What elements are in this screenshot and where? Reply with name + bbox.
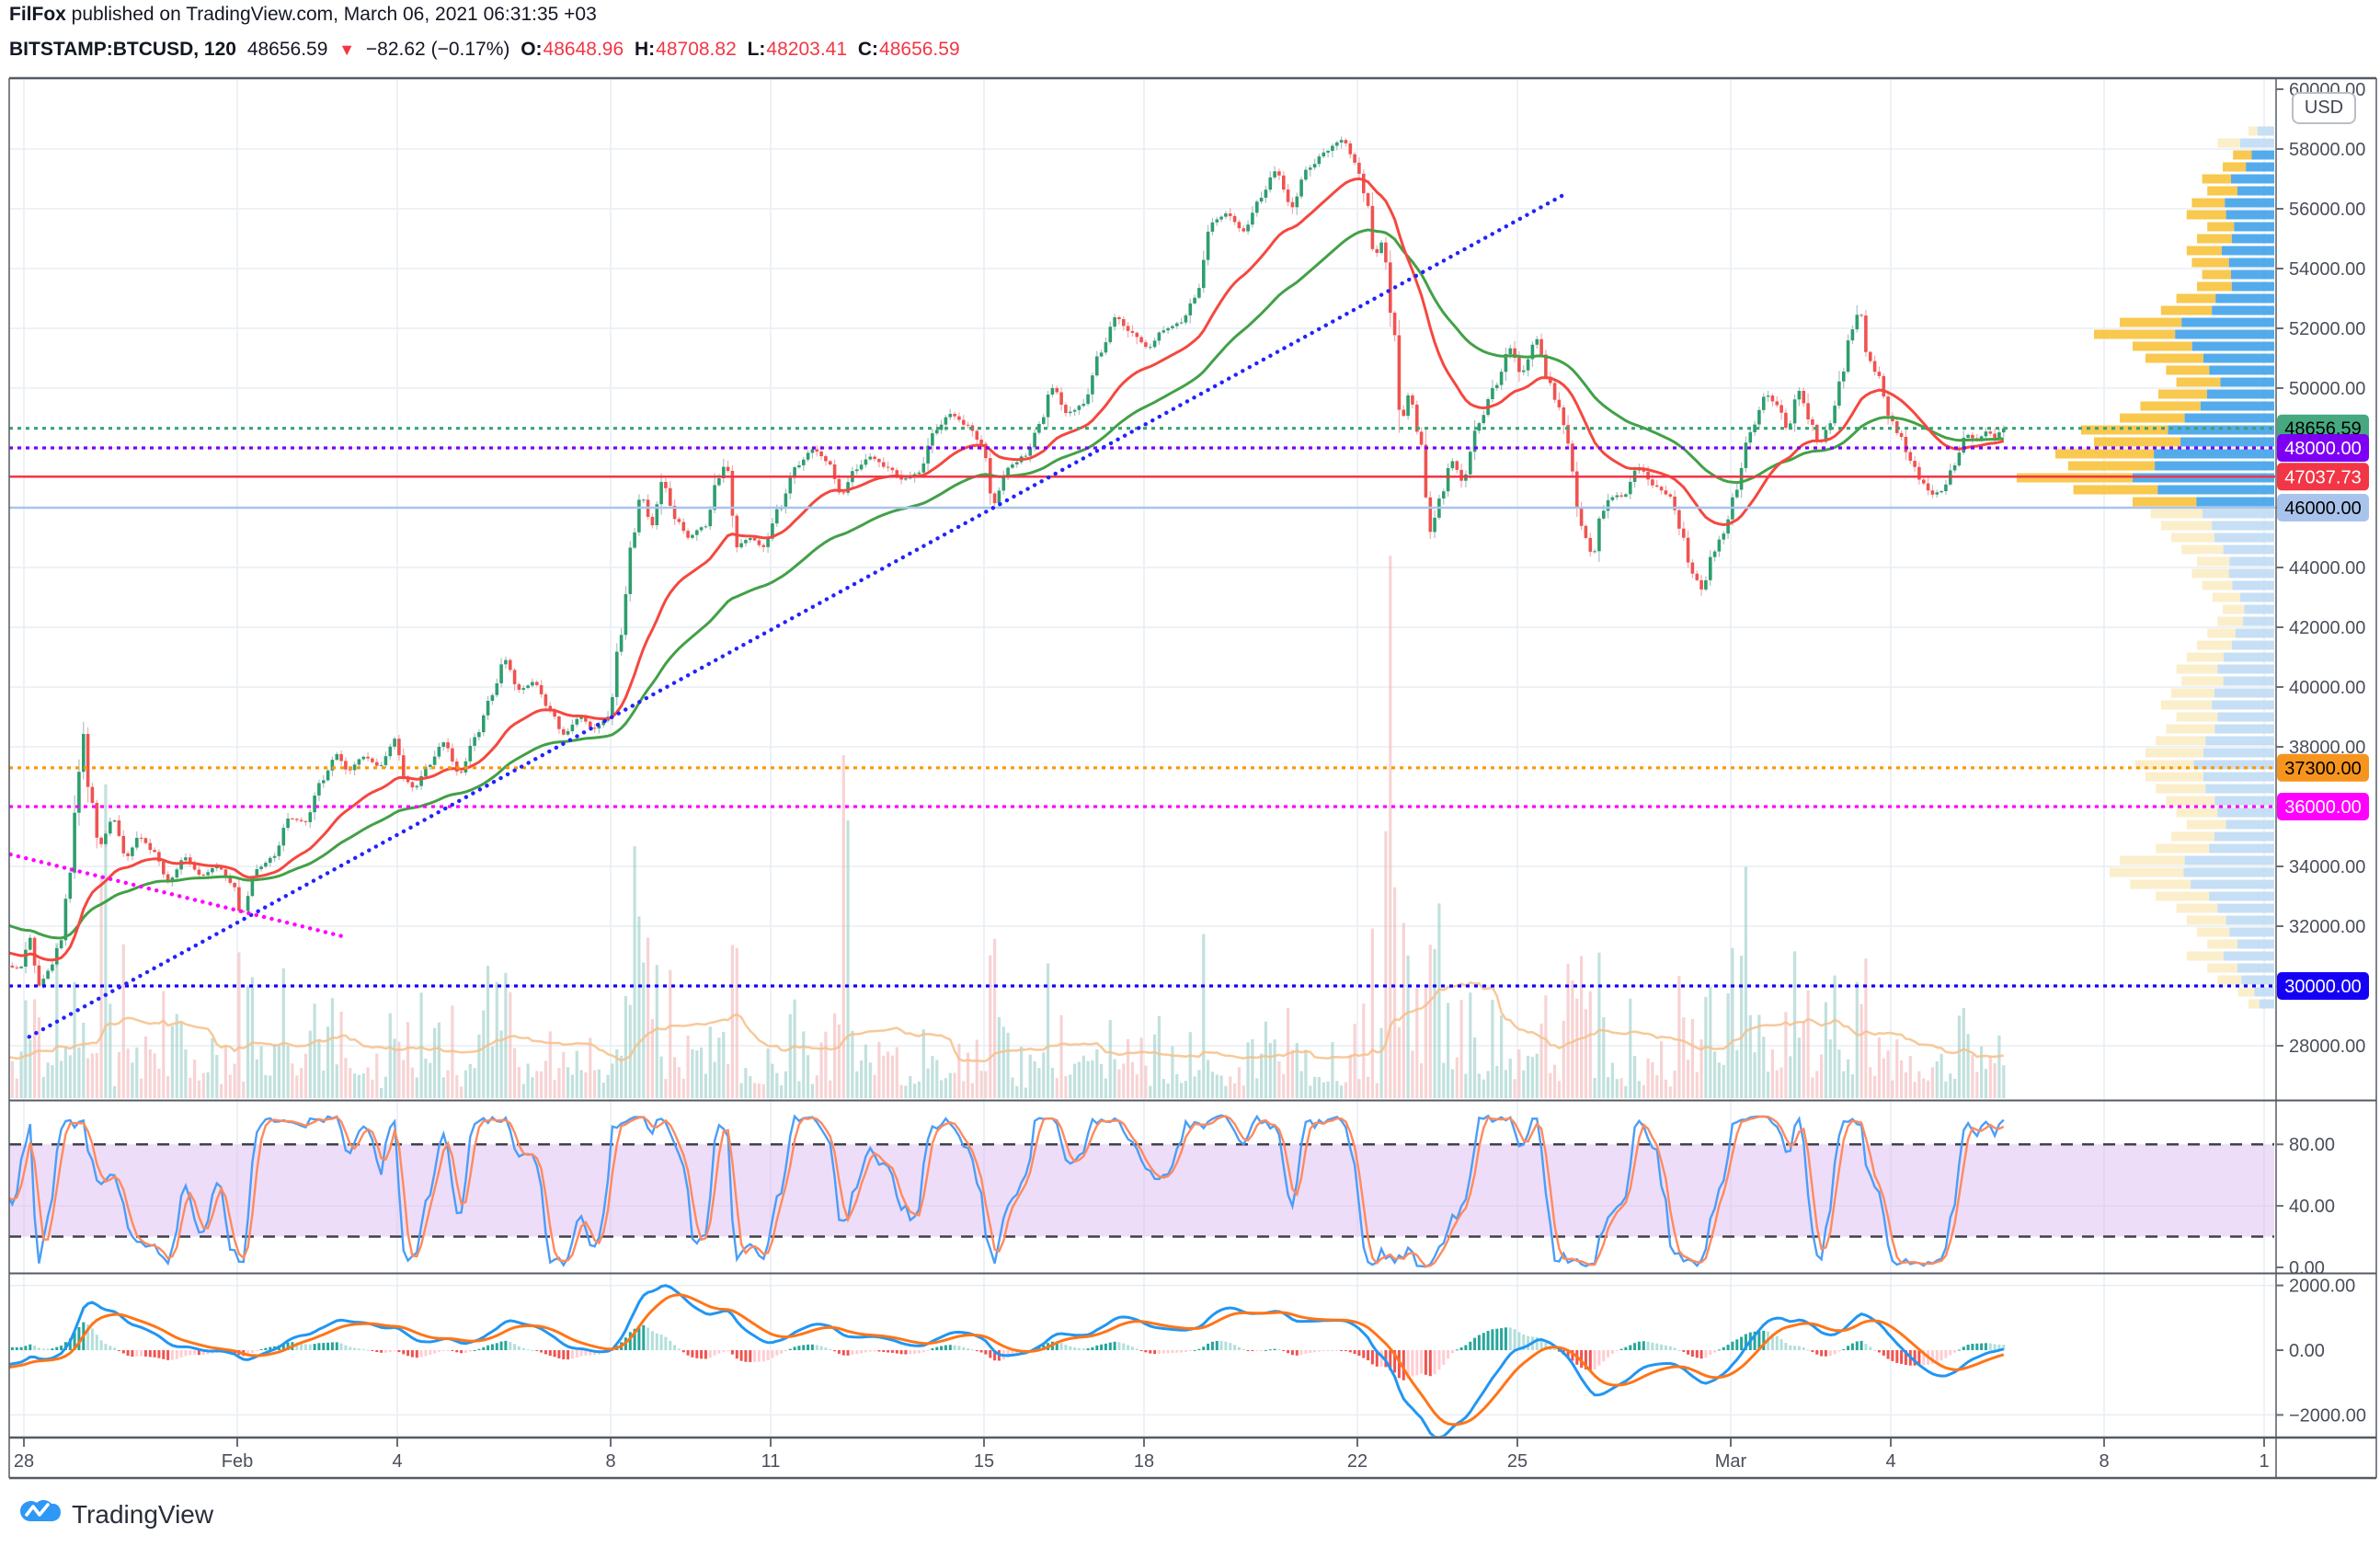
svg-text:47037.73: 47037.73 xyxy=(2284,467,2361,487)
candles-layer xyxy=(9,136,2006,989)
high-label: H: xyxy=(634,39,656,60)
price-badge-47038: 47037.73 xyxy=(2277,463,2369,491)
svg-text:52000.00: 52000.00 xyxy=(2289,319,2365,339)
open-value: 48648.96 xyxy=(543,39,624,60)
volume-bars xyxy=(9,556,2006,1098)
low-label: L: xyxy=(747,39,766,60)
close-value: 48656.59 xyxy=(879,39,960,60)
svg-text:56000.00: 56000.00 xyxy=(2289,200,2365,220)
svg-text:22: 22 xyxy=(1347,1451,1367,1472)
svg-text:28: 28 xyxy=(14,1451,34,1472)
close-label: C: xyxy=(857,39,879,60)
down-triangle-icon: ▼ xyxy=(338,40,356,59)
tradingview-cloud-icon xyxy=(20,1500,61,1521)
trendline xyxy=(9,852,347,939)
svg-text:8: 8 xyxy=(2099,1451,2109,1472)
price-badge-37300: 37300.00 xyxy=(2277,753,2369,782)
svg-text:1: 1 xyxy=(2259,1451,2269,1472)
publish-text: published on TradingView.com, March 06, … xyxy=(65,4,597,25)
svg-text:30000.00: 30000.00 xyxy=(2284,977,2361,997)
macd-histogram xyxy=(9,1322,2006,1381)
stoch-band xyxy=(9,1144,2274,1237)
svg-text:28000.00: 28000.00 xyxy=(2289,1037,2365,1057)
pane-frame xyxy=(8,76,2377,1480)
svg-text:0.00: 0.00 xyxy=(2289,1258,2325,1278)
price-axis[interactable]: 60000.0058000.0056000.0054000.0052000.00… xyxy=(2276,80,2369,1426)
svg-text:8: 8 xyxy=(605,1451,615,1472)
svg-text:Mar: Mar xyxy=(1715,1451,1747,1472)
grid-layer xyxy=(9,79,2274,1437)
macd-pane[interactable] xyxy=(6,1284,2006,1438)
price-badge-30000: 30000.00 xyxy=(2277,972,2369,1000)
svg-text:34000.00: 34000.00 xyxy=(2289,857,2365,877)
svg-text:46000.00: 46000.00 xyxy=(2284,498,2361,519)
svg-text:4: 4 xyxy=(392,1451,402,1472)
svg-text:40.00: 40.00 xyxy=(2289,1197,2335,1217)
symbol-legend[interactable]: BITSTAMP:BTCUSD, 120 48656.59 ▼ −82.62 (… xyxy=(9,39,966,61)
stochastic-pane[interactable] xyxy=(8,1114,2274,1268)
tradingview-logo[interactable]: TradingView xyxy=(18,1499,213,1530)
main-pane[interactable] xyxy=(6,136,2006,1098)
svg-text:−2000.00: −2000.00 xyxy=(2289,1405,2366,1426)
symbol-name: BITSTAMP:BTCUSD, 120 xyxy=(9,39,236,60)
svg-text:25: 25 xyxy=(1507,1451,1528,1472)
tradingview-logo-text: TradingView xyxy=(72,1500,214,1529)
svg-text:4: 4 xyxy=(1885,1451,1895,1472)
svg-text:50000.00: 50000.00 xyxy=(2289,379,2365,399)
stoch-k-line xyxy=(9,1114,2005,1268)
macd-line xyxy=(9,1284,2005,1437)
publish-caption: FilFox published on TradingView.com, Mar… xyxy=(9,4,597,26)
svg-text:18: 18 xyxy=(1134,1451,1154,1472)
price-change: −82.62 (−0.17%) xyxy=(365,39,510,60)
svg-text:54000.00: 54000.00 xyxy=(2289,259,2365,280)
date-axis[interactable]: 28 Feb 4 8 11 15 18 22 25 Mar 4 8 1 xyxy=(14,1438,2270,1472)
volume-profile xyxy=(2017,126,2274,1009)
currency-toggle-button[interactable]: USD xyxy=(2292,92,2356,124)
svg-text:44000.00: 44000.00 xyxy=(2289,558,2365,579)
price-badge-36000: 36000.00 xyxy=(2277,793,2369,820)
svg-text:2000.00: 2000.00 xyxy=(2289,1277,2355,1297)
svg-text:36000.00: 36000.00 xyxy=(2284,797,2361,818)
svg-text:58000.00: 58000.00 xyxy=(2289,140,2365,160)
svg-text:40000.00: 40000.00 xyxy=(2289,678,2365,698)
open-label: O: xyxy=(521,39,543,60)
volume-ma-line xyxy=(9,980,2004,1062)
stoch-d-line xyxy=(9,1115,2005,1268)
svg-text:0.00: 0.00 xyxy=(2289,1341,2325,1361)
drawings-layer[interactable] xyxy=(9,191,2275,1039)
price-badge-46000: 46000.00 xyxy=(2277,494,2369,521)
svg-text:15: 15 xyxy=(974,1451,994,1472)
author-name: FilFox xyxy=(9,4,66,25)
price-badge-48000: 48000.00 xyxy=(2277,434,2369,462)
svg-text:32000.00: 32000.00 xyxy=(2289,917,2365,937)
svg-text:11: 11 xyxy=(761,1451,781,1472)
svg-text:48000.00: 48000.00 xyxy=(2284,439,2361,459)
svg-text:80.00: 80.00 xyxy=(2289,1135,2335,1155)
svg-text:38000.00: 38000.00 xyxy=(2289,738,2365,758)
svg-text:37300.00: 37300.00 xyxy=(2284,759,2361,779)
trendline xyxy=(27,191,1568,1039)
last-price: 48656.59 xyxy=(246,39,328,60)
low-value: 48203.41 xyxy=(766,39,848,60)
ma-fast-line xyxy=(9,177,2005,962)
svg-text:Feb: Feb xyxy=(222,1451,253,1472)
high-value: 48708.82 xyxy=(656,39,737,60)
svg-text:42000.00: 42000.00 xyxy=(2289,618,2365,638)
macd-signal-line xyxy=(9,1293,2005,1427)
